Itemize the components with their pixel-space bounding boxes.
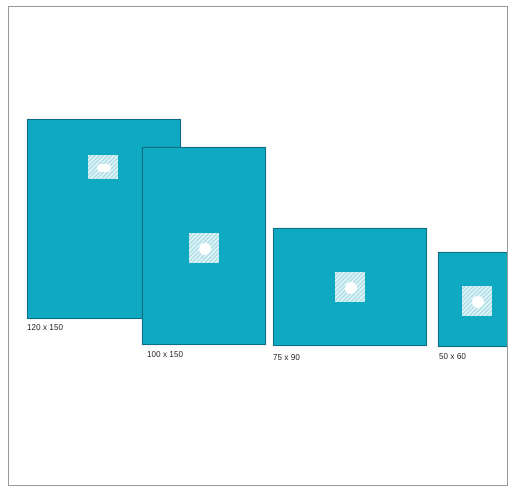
product-frame: 120 x 150 100 x 150 75 x 90 50 x 60 xyxy=(8,6,508,486)
drape-50x60 xyxy=(438,252,507,347)
drape-size-label: 120 x 150 xyxy=(27,323,64,332)
round-opening xyxy=(199,243,211,255)
fenestration-window xyxy=(462,286,492,316)
fenestration-window xyxy=(189,233,219,263)
slot-opening xyxy=(97,164,111,172)
fenestration-window xyxy=(88,155,118,179)
fenestration-window xyxy=(335,272,365,302)
drape-size-label: 100 x 150 xyxy=(147,350,184,359)
drape-75x90 xyxy=(273,228,427,346)
drape-size-label: 50 x 60 xyxy=(439,352,466,361)
drape-size-label: 75 x 90 xyxy=(273,353,300,362)
round-opening xyxy=(472,296,484,308)
round-opening xyxy=(345,282,357,294)
drape-100x150 xyxy=(142,147,266,345)
